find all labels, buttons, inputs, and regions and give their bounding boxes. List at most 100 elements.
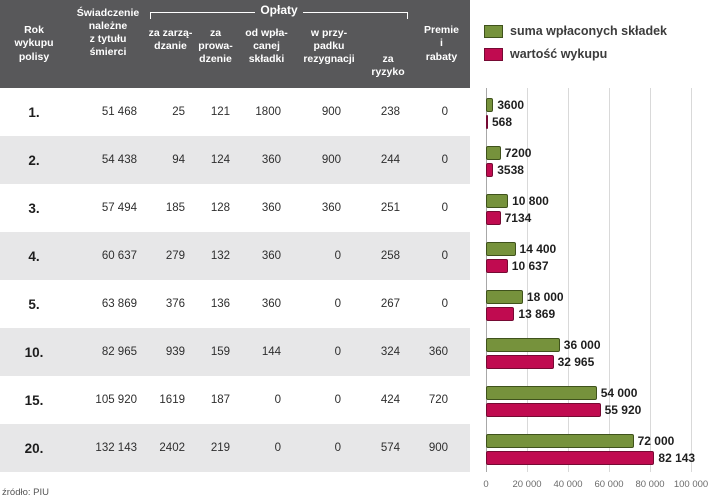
bar-line: 3538 [486,161,691,178]
table-row: 20. 132 143 2402 219 0 0 574 900 [0,424,470,472]
bar-line: 32 965 [486,353,691,370]
x-tick-label: 40 000 [553,479,583,490]
bar-line: 7134 [486,209,691,226]
paid-premiums-bar [486,289,523,304]
cell-premium: 1800 [255,106,281,118]
surrender-value-bar [486,258,508,273]
bar-line: 10 800 [486,192,691,209]
bar-value-label: 7200 [504,145,532,160]
bar-value-label: 54 000 [600,385,638,400]
bar-value-label: 14 400 [519,241,557,256]
x-axis: 0 20 000 40 000 60 000 80 000 100 000 [483,479,708,493]
table-row: 15. 105 920 1619 187 0 0 424 720 [0,376,470,424]
legend-item-paid-premiums: suma wpłaconych składek [484,24,667,38]
paid-premiums-bar [486,97,494,112]
bar-pair: 3600 568 [486,88,691,136]
cell-surrender: 900 [321,106,341,118]
legend-swatch-surrender-value [484,47,503,61]
bar-value-label: 568 [492,114,513,129]
bar-value-label: 13 869 [518,306,556,321]
bar-pair: 14 400 10 637 [486,232,691,280]
x-tick-label: 20 000 [512,479,542,490]
cell-administration: 121 [210,106,230,118]
bar-value-label: 18 000 [526,289,564,304]
bar-value-label: 3600 [497,97,525,112]
cell-premium: 360 [261,250,281,262]
header-year: Rok wykupu polisy [14,24,54,63]
paid-premiums-bar [486,385,597,400]
cell-management: 25 [172,106,185,118]
cell-benefit: 57 494 [101,202,137,214]
surrender-value-bar [486,402,601,417]
cell-year: 15. [24,392,44,408]
bar-line: 10 637 [486,257,691,274]
bar-rows: 3600 568 7200 3538 10 800 7134 14 400 10 637 18 … [486,88,695,472]
cell-risk: 267 [380,298,400,310]
bar-value-label: 10 637 [511,258,549,273]
fees-group-bracket: Opłaty [150,2,408,19]
chart-legend: suma wpłaconych składek wartość wykupu [484,24,667,61]
cell-benefit: 132 143 [95,442,137,454]
x-tick-label: 80 000 [635,479,665,490]
cell-administration: 159 [210,346,230,358]
table-row: 4. 60 637 279 132 360 0 258 0 [0,232,470,280]
cell-bonuses: 0 [441,298,448,310]
surrender-value-bar [486,114,488,129]
bar-pair: 18 000 13 869 [486,280,691,328]
bar-value-label: 36 000 [563,337,601,352]
bar-value-label: 72 000 [637,433,675,448]
cell-benefit: 51 468 [101,106,137,118]
cell-benefit: 60 637 [101,250,137,262]
cell-risk: 574 [380,442,400,454]
cell-surrender: 360 [321,202,341,214]
bar-value-label: 10 800 [512,193,549,208]
cell-administration: 187 [210,394,230,406]
cell-management: 279 [165,250,185,262]
header-bonuses: Premie i rabaty [423,24,460,63]
cell-year: 5. [28,296,40,312]
bar-line: 3600 [486,96,691,113]
cell-management: 1619 [159,394,185,406]
gridline [527,88,528,472]
header-fee-premium: od wpła- canej składki [245,27,288,66]
paid-premiums-bar [486,145,501,160]
legend-label-paid-premiums: suma wpłaconych składek [510,24,668,38]
bar-line: 82 143 [486,449,695,466]
cell-management: 2402 [159,442,185,454]
cell-benefit: 54 438 [101,154,137,166]
cell-surrender: 900 [321,154,341,166]
cell-year: 10. [24,344,44,360]
table-row: 5. 63 869 376 136 360 0 267 0 [0,280,470,328]
cell-risk: 324 [380,346,400,358]
cell-premium: 0 [274,442,281,454]
cell-premium: 360 [261,154,281,166]
gridline [691,88,692,472]
cell-surrender: 0 [334,298,341,310]
cell-administration: 219 [210,442,230,454]
cell-administration: 128 [210,202,230,214]
cell-risk: 244 [380,154,400,166]
bar-line: 14 400 [486,240,691,257]
cell-bonuses: 0 [441,250,448,262]
legend-swatch-paid-premiums [484,24,503,38]
cell-administration: 136 [210,298,230,310]
table-row: 10. 82 965 939 159 144 0 324 360 [0,328,470,376]
cell-surrender: 0 [334,250,341,262]
cell-bonuses: 0 [441,202,448,214]
cell-premium: 0 [274,394,281,406]
bar-pair: 10 800 7134 [486,184,691,232]
cell-premium: 144 [261,346,281,358]
paid-premiums-bar [486,433,634,448]
cell-risk: 238 [380,106,400,118]
cell-year: 1. [28,104,40,120]
cell-management: 376 [165,298,185,310]
bar-value-label: 55 920 [604,402,642,417]
fees-group-label: Opłaty [260,3,298,17]
surrender-value-bar [486,210,501,225]
cell-year: 20. [24,440,44,456]
cell-management: 939 [165,346,185,358]
header-fee-management: za zarzą- dzanie [148,27,193,53]
surrender-value-bar [486,162,494,177]
header-fee-administration: za prowa- dzenie [198,27,233,66]
